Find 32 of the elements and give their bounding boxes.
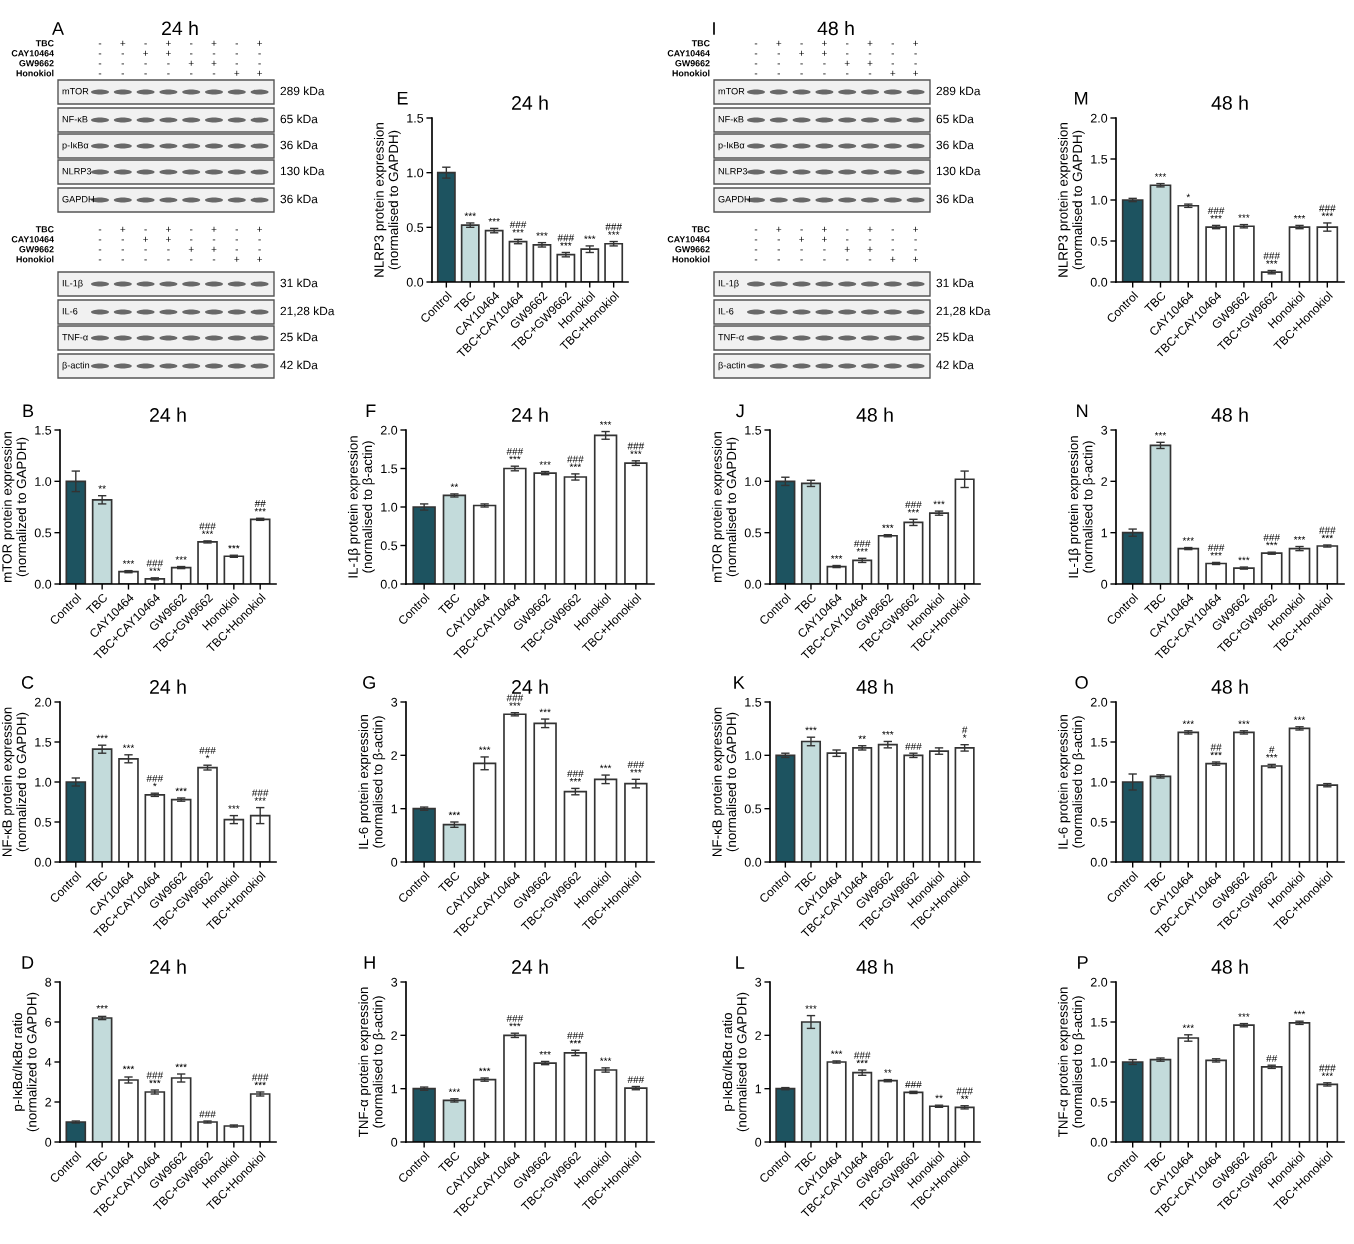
chart-title: 48 h	[856, 679, 893, 694]
chart-title: 48 h	[1211, 407, 1248, 422]
text: 24 h	[162, 20, 198, 36]
chart-subtitle: P	[1078, 956, 1088, 969]
chart-title: 48 h	[1211, 679, 1248, 694]
chart-subtitle: D	[22, 956, 34, 969]
chart-subtitle: B	[23, 404, 34, 418]
chart-subtitle: H	[364, 956, 375, 969]
chart-title: 48 h	[1211, 95, 1248, 110]
chart-title: 48 h	[1211, 959, 1248, 974]
chart-subtitle: F	[366, 404, 376, 418]
chart-title: 24 h	[150, 959, 186, 974]
chart-subtitle: L	[736, 956, 745, 969]
chart-title: 24 h	[512, 959, 548, 974]
chart-title: 48 h	[856, 407, 893, 422]
chart-subtitle: J	[736, 404, 744, 418]
chart-title: 24 h	[512, 407, 548, 422]
chart-subtitle: K	[734, 676, 745, 689]
chart-title: 24 h	[150, 407, 186, 422]
chart-subtitle: E	[397, 91, 408, 105]
chart-title: 24 h	[150, 679, 186, 694]
chart-subtitle: G	[363, 676, 375, 689]
chart-subtitle: C	[21, 676, 34, 689]
text: 48 h	[817, 20, 854, 36]
chart-title: 24 h	[512, 679, 548, 694]
chart-subtitle: M	[1075, 91, 1088, 105]
chart-title: 24 h	[512, 95, 548, 110]
chart-subtitle: O	[1075, 676, 1088, 689]
text: I	[713, 22, 715, 35]
text: A	[52, 22, 64, 35]
chart-title: 48 h	[856, 959, 893, 974]
chart-subtitle: N	[1077, 404, 1088, 418]
